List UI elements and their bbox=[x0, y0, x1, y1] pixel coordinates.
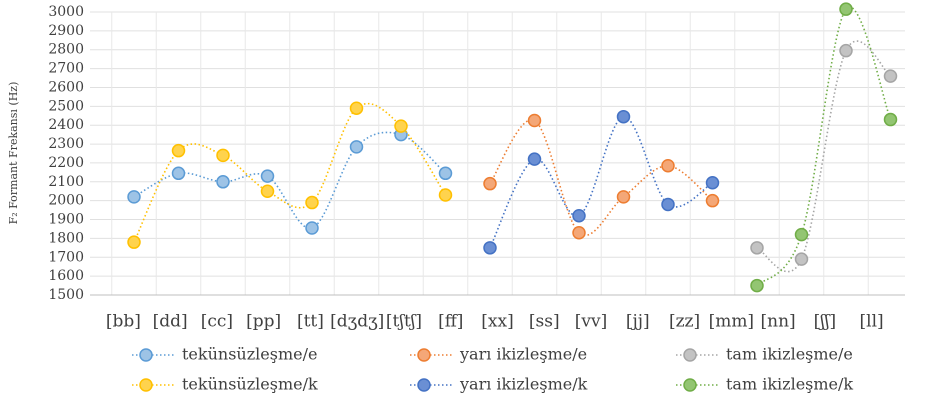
data-point bbox=[349, 101, 364, 115]
data-point bbox=[127, 235, 141, 249]
y-axis-label: F₂ Formant Frekansı (Hz) bbox=[7, 82, 20, 225]
legend-marker bbox=[417, 378, 431, 392]
data-point bbox=[527, 152, 542, 166]
data-point bbox=[661, 159, 675, 173]
data-point bbox=[527, 113, 542, 128]
data-point bbox=[616, 109, 631, 124]
legend-marker bbox=[683, 348, 697, 362]
data-point bbox=[438, 188, 453, 202]
data-point bbox=[750, 278, 764, 293]
data-point bbox=[750, 241, 764, 255]
x-tick-label: [ss] bbox=[529, 312, 560, 332]
x-tick-label: [jj] bbox=[626, 312, 650, 332]
legend-marker bbox=[683, 378, 697, 392]
data-point bbox=[260, 169, 275, 183]
data-point bbox=[705, 193, 720, 208]
legend-label: tam ikizleşme/k bbox=[726, 375, 853, 394]
y-tick-label: 2700 bbox=[48, 61, 84, 77]
data-point bbox=[839, 2, 853, 16]
x-tick-label: [ff] bbox=[438, 312, 463, 332]
y-tick-label: 1900 bbox=[48, 212, 84, 228]
y-tick-label: 1600 bbox=[48, 268, 84, 284]
data-point bbox=[260, 184, 275, 198]
y-tick-label: 2100 bbox=[48, 174, 84, 190]
data-point bbox=[483, 241, 497, 255]
data-point bbox=[438, 166, 453, 181]
data-point bbox=[216, 175, 230, 189]
legend-marker bbox=[139, 348, 153, 362]
y-tick-label: 1500 bbox=[48, 287, 84, 303]
y-tick-label: 2200 bbox=[48, 155, 84, 171]
series-line bbox=[133, 131, 447, 229]
y-tick-label: 2000 bbox=[48, 193, 84, 209]
data-point bbox=[483, 176, 497, 191]
data-point bbox=[572, 209, 586, 223]
legend-label: yarı ikizleşme/e bbox=[459, 345, 587, 364]
series-line bbox=[756, 40, 892, 273]
data-point bbox=[572, 225, 586, 240]
x-tick-label: [tʃtʃ] bbox=[386, 312, 422, 332]
data-point bbox=[349, 140, 364, 154]
series-line bbox=[756, 6, 892, 287]
data-point bbox=[883, 69, 898, 83]
y-tick-label: 2800 bbox=[48, 42, 84, 58]
y-tick-label: 2300 bbox=[48, 136, 84, 152]
x-tick-label: [xx] bbox=[481, 312, 513, 332]
data-point bbox=[661, 197, 675, 212]
x-tick-label: [pp] bbox=[246, 312, 281, 332]
x-tick-label: [vv] bbox=[575, 312, 607, 332]
data-point bbox=[305, 195, 319, 210]
y-tick-label: 3000 bbox=[48, 4, 84, 20]
legend-marker bbox=[139, 378, 153, 392]
legend-marker bbox=[417, 348, 431, 362]
data-point bbox=[705, 175, 720, 190]
legend-label: tekünsüzleşme/k bbox=[182, 375, 318, 394]
x-tick-label: [zz] bbox=[669, 312, 700, 332]
data-point bbox=[216, 148, 230, 163]
data-point bbox=[171, 166, 186, 181]
y-tick-label: 2400 bbox=[48, 117, 84, 133]
y-tick-label: 2600 bbox=[48, 79, 84, 95]
legend-label: tam ikizleşme/e bbox=[726, 345, 853, 364]
data-point bbox=[171, 143, 186, 158]
data-point bbox=[394, 119, 408, 133]
data-point bbox=[616, 190, 631, 204]
y-tick-label: 2900 bbox=[48, 23, 84, 39]
y-tick-label: 2500 bbox=[48, 98, 84, 114]
x-tick-label: [cc] bbox=[201, 312, 233, 332]
x-tick-label: [ll] bbox=[860, 312, 884, 332]
y-tick-label: 1800 bbox=[48, 230, 84, 246]
legend-label: yarı ikizleşme/k bbox=[459, 375, 588, 394]
y-tick-label: 1700 bbox=[48, 249, 84, 265]
data-point bbox=[305, 221, 319, 235]
data-point bbox=[127, 190, 141, 204]
x-tick-label: [mm] bbox=[709, 312, 755, 332]
data-point bbox=[794, 227, 809, 242]
x-tick-label: [ʃʃ] bbox=[814, 312, 837, 332]
data-point bbox=[794, 252, 809, 266]
x-tick-label: [bb] bbox=[106, 312, 141, 332]
legend-label: tekünsüzleşme/e bbox=[182, 345, 317, 364]
x-tick-label: [dd] bbox=[153, 312, 188, 332]
x-tick-label: [dʒdʒ] bbox=[330, 312, 384, 332]
x-tick-label: [tt] bbox=[297, 312, 324, 332]
x-tick-label: [nn] bbox=[761, 312, 796, 332]
data-point bbox=[883, 112, 898, 127]
data-point bbox=[839, 43, 853, 58]
